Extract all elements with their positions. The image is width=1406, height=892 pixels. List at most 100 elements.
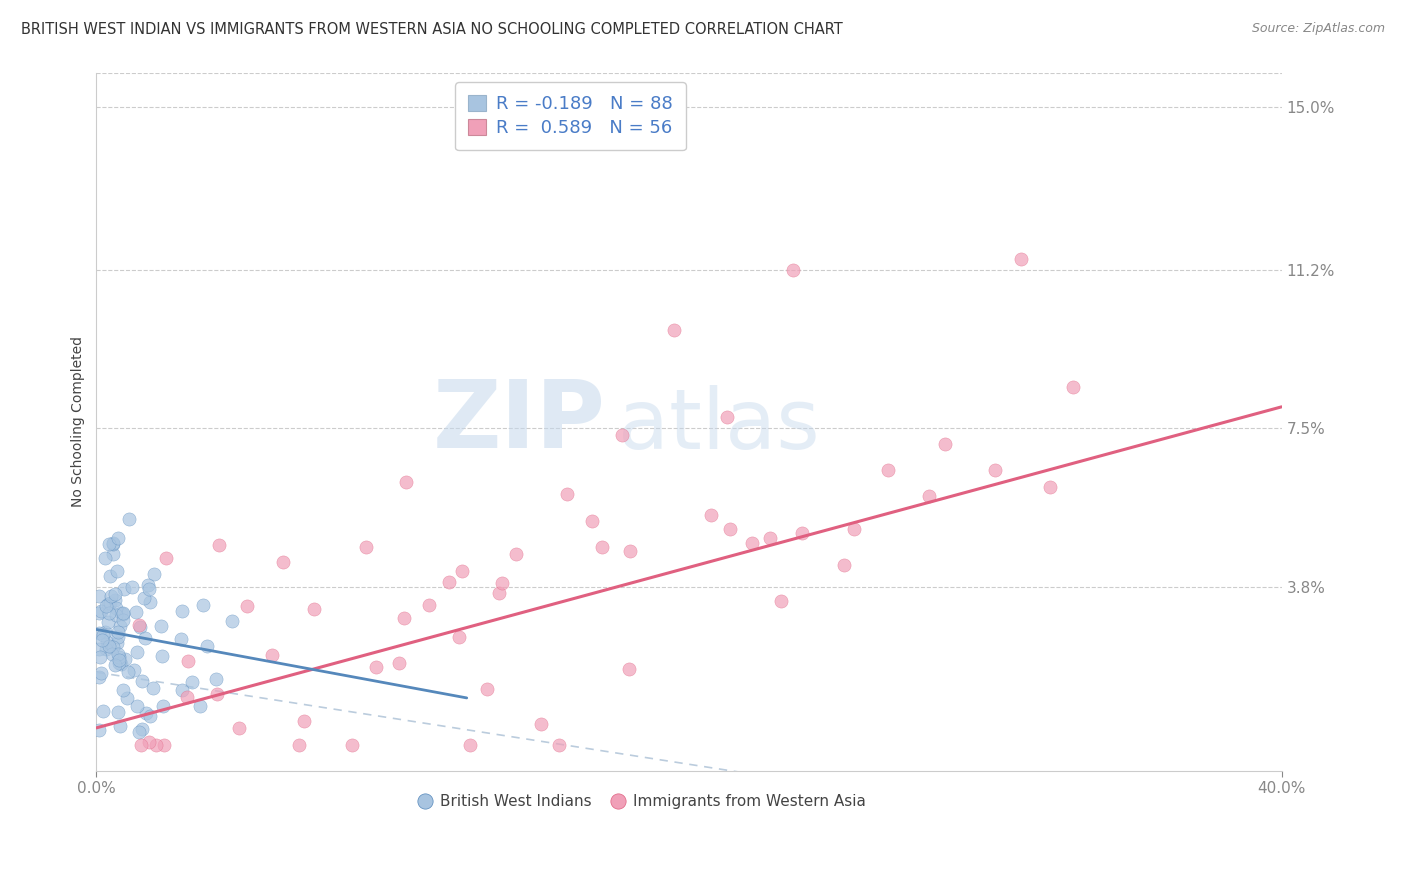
Point bbox=[89, 625, 111, 640]
Point bbox=[138, 734, 160, 748]
Point bbox=[782, 263, 804, 277]
Point bbox=[177, 654, 200, 668]
Point bbox=[292, 714, 315, 729]
Point bbox=[152, 738, 174, 752]
Point bbox=[111, 607, 134, 622]
Point bbox=[145, 738, 167, 752]
Point bbox=[934, 437, 956, 451]
Point bbox=[98, 596, 121, 610]
Point bbox=[91, 704, 114, 718]
Point bbox=[619, 544, 641, 558]
Point bbox=[1010, 252, 1032, 266]
Point bbox=[100, 590, 122, 604]
Point bbox=[191, 598, 214, 612]
Point bbox=[505, 547, 527, 561]
Point bbox=[759, 531, 782, 545]
Point bbox=[169, 632, 191, 646]
Point bbox=[205, 687, 228, 701]
Point bbox=[208, 538, 231, 552]
Point bbox=[591, 540, 613, 554]
Point bbox=[662, 323, 685, 337]
Point bbox=[581, 514, 603, 528]
Point bbox=[89, 606, 111, 620]
Point bbox=[388, 657, 411, 671]
Point bbox=[121, 580, 143, 594]
Point bbox=[128, 618, 150, 632]
Point bbox=[491, 575, 513, 590]
Text: Source: ZipAtlas.com: Source: ZipAtlas.com bbox=[1251, 22, 1385, 36]
Point bbox=[127, 698, 149, 713]
Point bbox=[488, 585, 510, 599]
Point bbox=[97, 615, 120, 630]
Point bbox=[110, 619, 132, 633]
Point bbox=[366, 659, 388, 673]
Point bbox=[89, 723, 111, 738]
Point bbox=[458, 738, 481, 752]
Point bbox=[395, 475, 418, 489]
Point bbox=[118, 512, 141, 526]
Point bbox=[108, 650, 131, 665]
Point bbox=[110, 657, 132, 672]
Point bbox=[475, 682, 498, 697]
Point bbox=[131, 723, 153, 737]
Text: ZIP: ZIP bbox=[433, 376, 606, 467]
Point bbox=[112, 582, 135, 596]
Point bbox=[555, 487, 578, 501]
Point bbox=[142, 681, 165, 695]
Point bbox=[449, 630, 471, 644]
Point bbox=[195, 639, 218, 653]
Point bbox=[124, 605, 146, 619]
Point bbox=[180, 674, 202, 689]
Point bbox=[548, 738, 571, 752]
Point bbox=[89, 589, 111, 603]
Point bbox=[90, 665, 112, 680]
Point bbox=[155, 550, 177, 565]
Point bbox=[530, 717, 553, 731]
Point bbox=[94, 641, 117, 656]
Point bbox=[90, 604, 112, 618]
Point bbox=[90, 633, 112, 648]
Point bbox=[117, 665, 139, 679]
Point bbox=[104, 601, 127, 615]
Point bbox=[138, 582, 160, 596]
Point bbox=[101, 537, 124, 551]
Point bbox=[394, 610, 416, 624]
Point bbox=[111, 606, 134, 620]
Point bbox=[107, 625, 129, 640]
Point bbox=[94, 624, 117, 639]
Point bbox=[107, 531, 129, 545]
Point bbox=[134, 631, 156, 645]
Point bbox=[832, 558, 855, 572]
Point bbox=[138, 578, 160, 592]
Point bbox=[451, 564, 474, 578]
Point bbox=[101, 640, 124, 655]
Point bbox=[221, 615, 243, 629]
Y-axis label: No Schooling Completed: No Schooling Completed bbox=[72, 336, 86, 508]
Point bbox=[107, 631, 129, 645]
Point bbox=[103, 547, 125, 561]
Point bbox=[139, 595, 162, 609]
Point bbox=[107, 565, 129, 579]
Point bbox=[176, 690, 198, 704]
Point bbox=[101, 648, 124, 662]
Point bbox=[236, 599, 259, 613]
Point bbox=[439, 575, 461, 590]
Point bbox=[877, 463, 900, 477]
Point bbox=[110, 606, 132, 620]
Point bbox=[111, 682, 134, 697]
Point bbox=[418, 598, 440, 612]
Point bbox=[143, 566, 166, 581]
Point bbox=[354, 540, 377, 554]
Text: BRITISH WEST INDIAN VS IMMIGRANTS FROM WESTERN ASIA NO SCHOOLING COMPLETED CORRE: BRITISH WEST INDIAN VS IMMIGRANTS FROM W… bbox=[21, 22, 842, 37]
Point bbox=[97, 597, 120, 611]
Point bbox=[131, 674, 153, 689]
Point bbox=[700, 508, 723, 523]
Point bbox=[98, 569, 121, 583]
Point bbox=[101, 535, 124, 549]
Text: atlas: atlas bbox=[617, 384, 820, 466]
Point bbox=[98, 640, 121, 654]
Point bbox=[842, 522, 865, 536]
Point bbox=[129, 738, 152, 752]
Point bbox=[917, 490, 939, 504]
Point bbox=[89, 649, 111, 664]
